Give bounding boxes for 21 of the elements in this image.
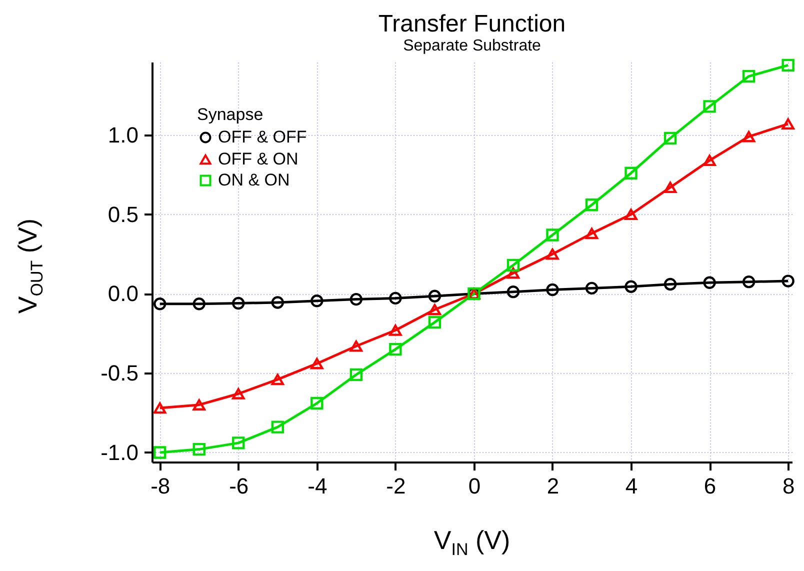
x-tick-label: -8 — [150, 474, 170, 498]
chart-title: Transfer Function — [378, 10, 566, 38]
x-tick-label: 8 — [782, 474, 795, 498]
x-tick-label: 4 — [625, 474, 638, 498]
chart-subtitle: Separate Substrate — [403, 38, 542, 55]
x-tick-label: -4 — [308, 474, 328, 498]
y-tick-label: -1.0 — [100, 440, 138, 465]
y-tick-label: -0.5 — [100, 360, 138, 386]
x-tick-label: -2 — [386, 474, 406, 498]
y-tick-label: 1.0 — [108, 122, 138, 148]
x-tick-label: 2 — [546, 474, 560, 498]
y-tick-label: 0.0 — [108, 281, 138, 306]
y-tick-label: 0.5 — [108, 202, 138, 227]
x-tick-label: -6 — [229, 474, 249, 498]
x-tick-label: 0 — [468, 474, 481, 498]
x-tick-label: 6 — [704, 474, 716, 498]
legend-label: ON & ON — [218, 170, 290, 190]
legend-title: Synapse — [197, 105, 264, 124]
legend-label: OFF & OFF — [218, 128, 307, 146]
legend-label: OFF & ON — [218, 150, 298, 168]
x-axis-title: V$_{IN}$ (V) — [434, 525, 510, 560]
